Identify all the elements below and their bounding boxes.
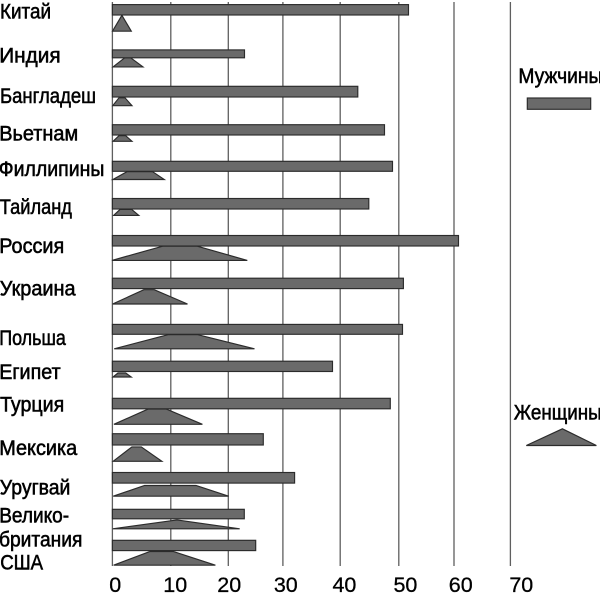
- svg-text:Египет: Египет: [0, 361, 61, 384]
- svg-text:Польша: Польша: [0, 327, 66, 350]
- svg-text:30: 30: [274, 573, 298, 593]
- svg-text:20: 20: [217, 573, 241, 593]
- svg-text:40: 40: [332, 573, 356, 593]
- svg-text:Россия: Россия: [0, 235, 64, 258]
- svg-text:Индия: Индия: [0, 44, 61, 67]
- svg-text:Мексика: Мексика: [0, 437, 78, 460]
- svg-text:Бангладеш: Бангладеш: [0, 85, 96, 108]
- svg-text:Украина: Украина: [0, 278, 76, 301]
- svg-text:Мужчины: Мужчины: [518, 65, 600, 88]
- svg-text:70: 70: [509, 573, 533, 593]
- svg-text:60: 60: [449, 573, 473, 593]
- svg-text:Турция: Турция: [0, 394, 64, 417]
- svg-text:50: 50: [393, 573, 417, 593]
- svg-text:Женщины: Женщины: [514, 401, 600, 424]
- svg-text:Тайланд: Тайланд: [0, 196, 72, 219]
- svg-text:британия: британия: [0, 528, 82, 551]
- svg-text:0: 0: [109, 573, 121, 593]
- svg-text:Велико-: Велико-: [0, 505, 69, 528]
- svg-text:Китай: Китай: [0, 1, 51, 24]
- svg-text:США: США: [0, 552, 43, 575]
- svg-text:10: 10: [163, 573, 187, 593]
- svg-text:Вьетнам: Вьетнам: [0, 123, 78, 146]
- svg-text:Уругвай: Уругвай: [0, 477, 70, 500]
- svg-text:Филлипины: Филлипины: [0, 158, 104, 181]
